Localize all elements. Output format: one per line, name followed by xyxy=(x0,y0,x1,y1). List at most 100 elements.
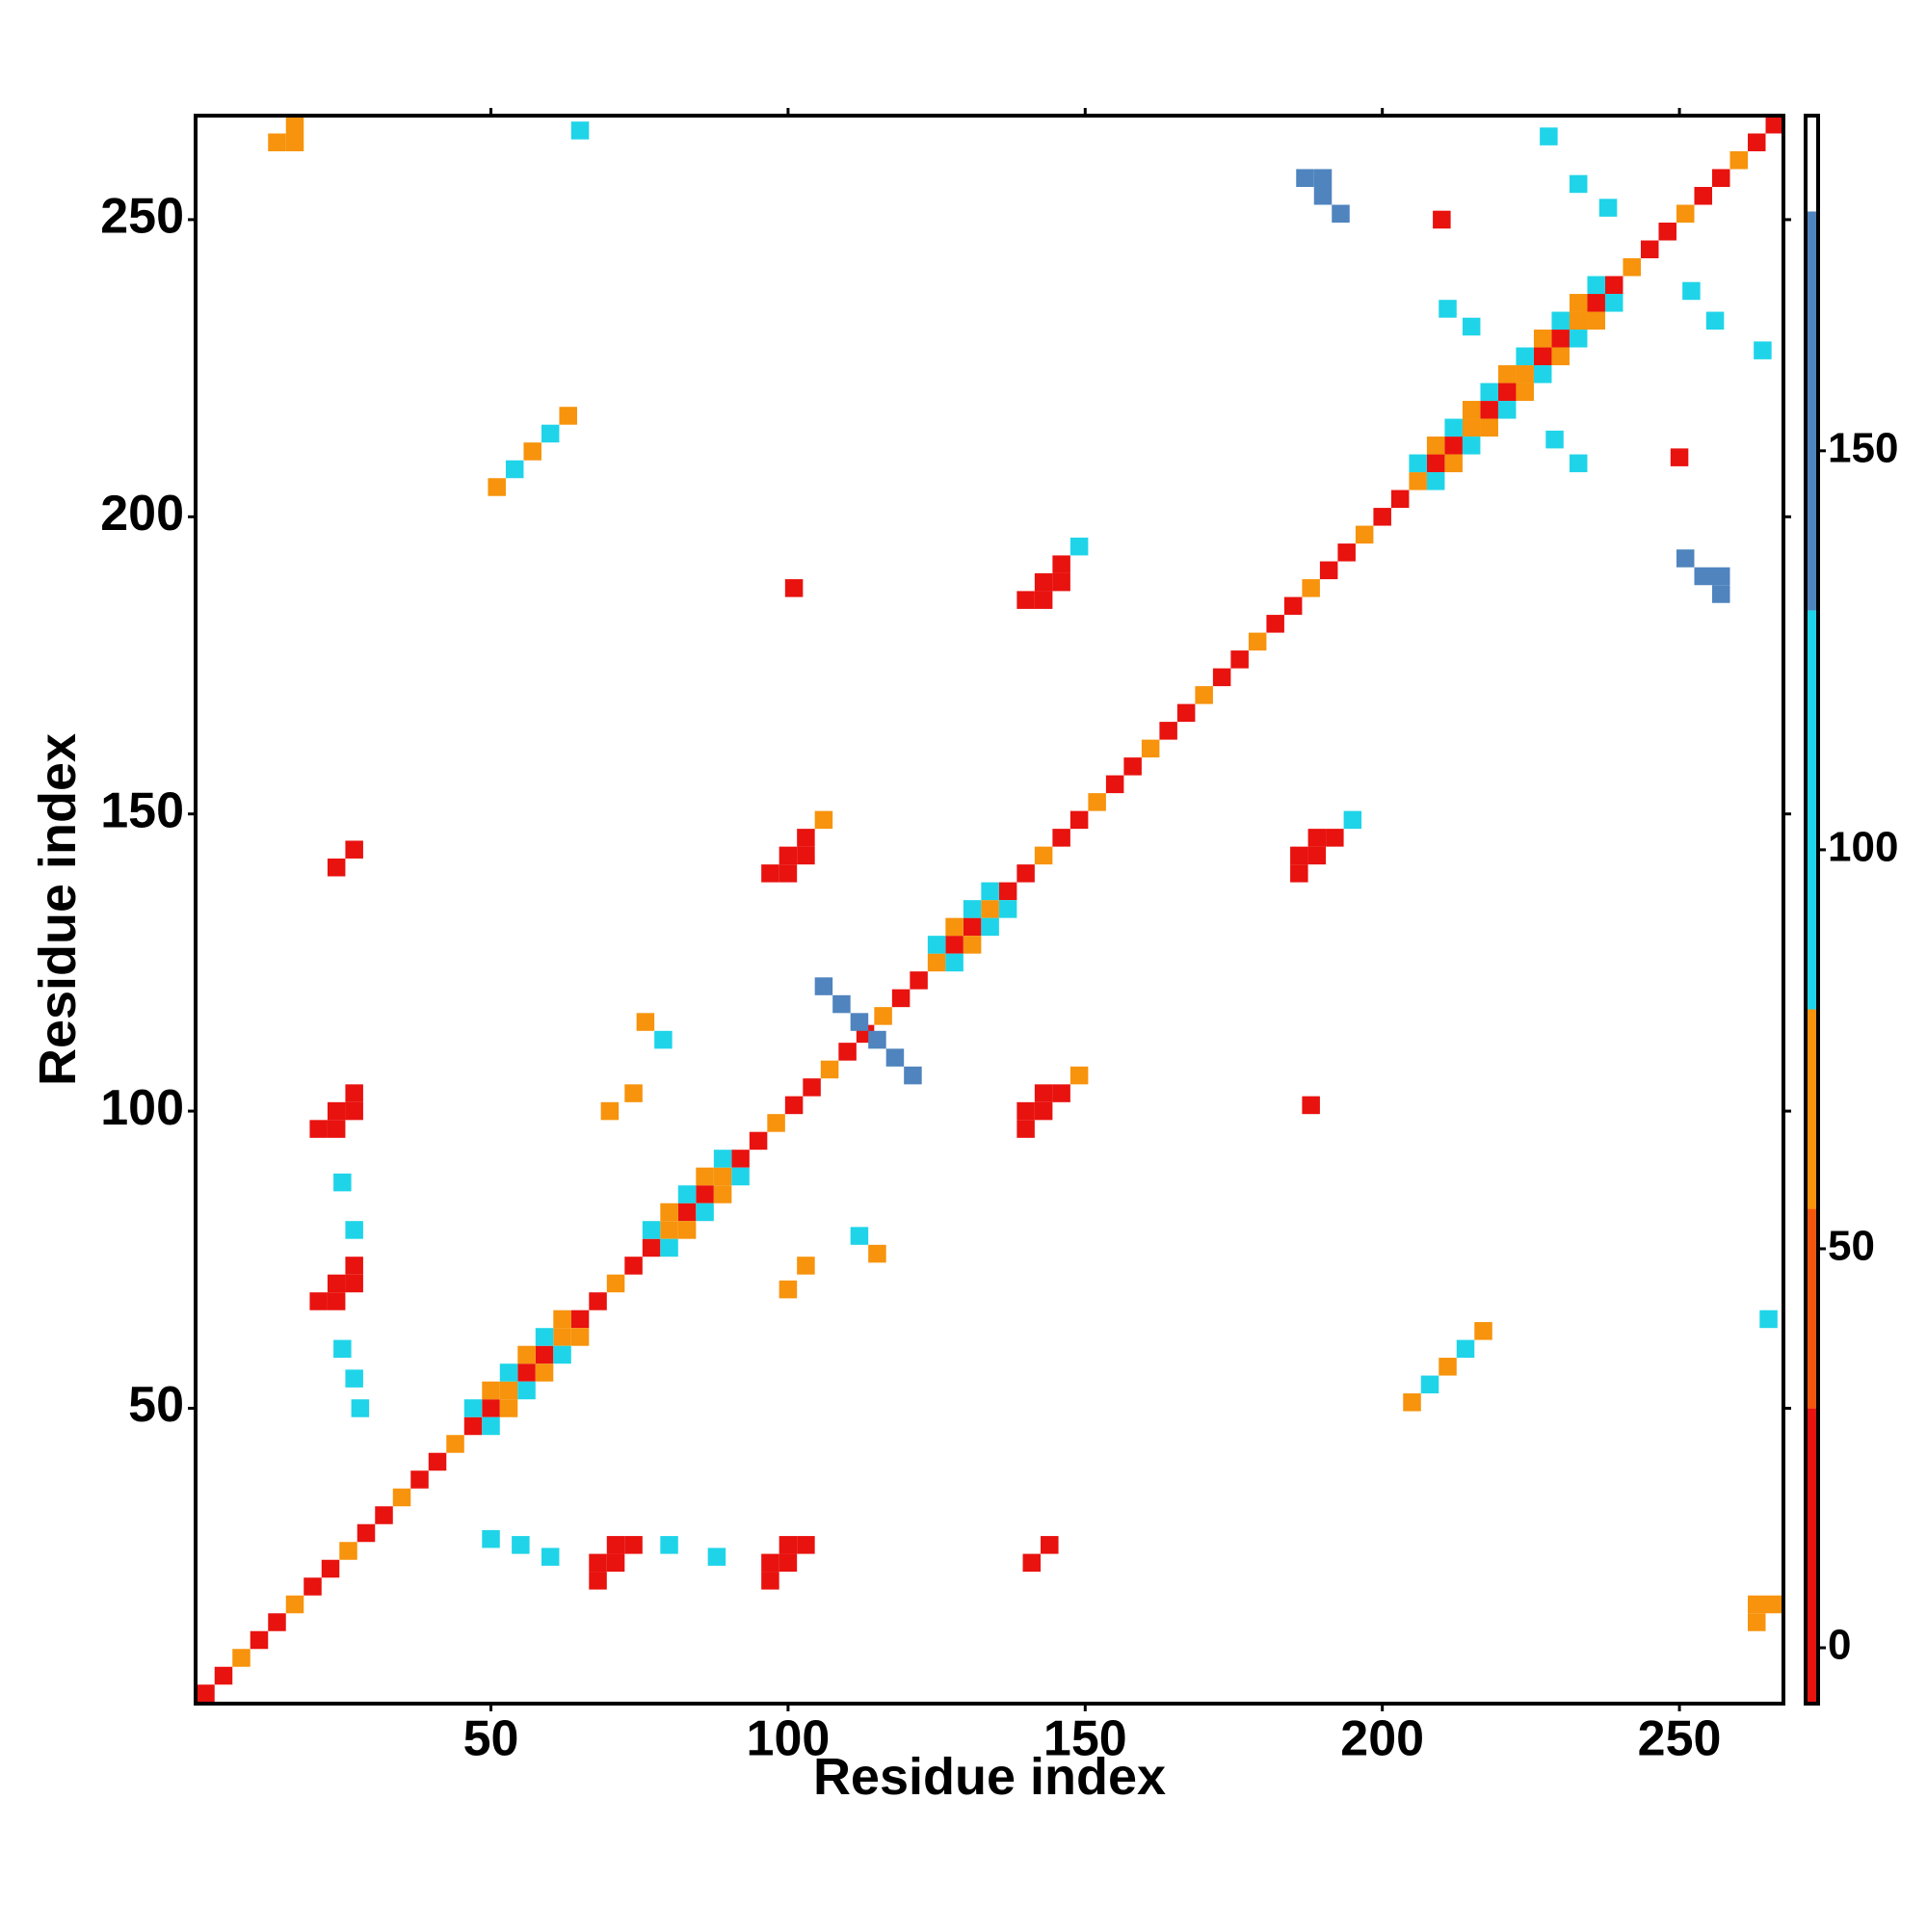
colorbar-tick-label: 0 xyxy=(1828,1622,1851,1669)
cell xyxy=(1069,537,1089,556)
cell xyxy=(945,917,964,937)
cell xyxy=(606,1536,625,1554)
cell xyxy=(1533,330,1552,348)
cell xyxy=(1516,347,1534,366)
cell xyxy=(1088,793,1106,811)
cell xyxy=(1313,169,1333,188)
cell xyxy=(1176,703,1196,723)
cell xyxy=(327,1120,346,1138)
cell xyxy=(1426,454,1445,473)
cell xyxy=(1444,437,1463,455)
cell xyxy=(814,977,833,995)
cell xyxy=(410,1470,429,1489)
cell xyxy=(904,1066,922,1085)
cell xyxy=(327,858,346,877)
cell xyxy=(535,1328,554,1346)
cell xyxy=(891,989,911,1008)
x-axis-title: Residue index xyxy=(813,1748,1166,1806)
cell xyxy=(589,1572,607,1590)
y-tick-label: 200 xyxy=(100,486,184,542)
cell xyxy=(1326,829,1344,847)
cell xyxy=(553,1328,571,1346)
cell xyxy=(1373,508,1391,526)
colorbar-frame xyxy=(1804,114,1820,1706)
cell xyxy=(268,133,286,152)
cell xyxy=(488,478,506,496)
cell xyxy=(660,1221,678,1239)
cell xyxy=(1480,383,1498,402)
colorbar-segment xyxy=(1806,1408,1818,1704)
cell xyxy=(784,579,804,597)
cell xyxy=(1022,1553,1042,1573)
cell xyxy=(214,1666,233,1685)
cell xyxy=(654,1030,673,1049)
cell xyxy=(600,1101,620,1121)
cell xyxy=(321,1559,340,1578)
cell xyxy=(1747,1595,1766,1614)
cell xyxy=(1159,722,1177,740)
cell xyxy=(731,1167,750,1186)
cell xyxy=(309,1292,328,1310)
cell xyxy=(1052,1084,1070,1102)
colorbar-segment xyxy=(1806,1009,1818,1209)
cell xyxy=(1420,1375,1439,1394)
cell xyxy=(1497,383,1517,402)
cell xyxy=(1705,311,1725,331)
plot-frame xyxy=(194,114,1785,1706)
cell xyxy=(1296,169,1314,188)
cell xyxy=(1569,454,1588,473)
cell xyxy=(1403,1393,1421,1412)
y-tick-label: 150 xyxy=(100,782,184,838)
cell xyxy=(1694,567,1712,586)
colorbar-segment xyxy=(1806,211,1818,611)
cell xyxy=(814,810,833,830)
cell xyxy=(570,1310,590,1329)
cell xyxy=(1516,383,1534,402)
cell xyxy=(779,846,798,865)
cell xyxy=(677,1221,697,1239)
cell xyxy=(1034,591,1053,609)
cell xyxy=(779,1536,798,1554)
cell xyxy=(1034,1084,1053,1102)
cell xyxy=(345,1221,363,1239)
cell xyxy=(1439,300,1457,318)
cell xyxy=(963,900,982,918)
cell xyxy=(761,1572,779,1590)
cell xyxy=(963,936,982,954)
cell xyxy=(1551,311,1570,331)
cell xyxy=(482,1381,500,1400)
cell xyxy=(606,1553,625,1573)
cell xyxy=(523,442,541,461)
colorbar-segment xyxy=(1806,610,1818,1010)
cell xyxy=(1052,555,1070,573)
cell xyxy=(927,953,946,972)
cell xyxy=(1540,127,1558,146)
cell xyxy=(1754,341,1772,359)
cell xyxy=(927,936,946,954)
cell xyxy=(327,1101,346,1121)
cell xyxy=(1670,448,1689,466)
cell xyxy=(285,116,304,134)
cell xyxy=(779,1280,798,1299)
cell xyxy=(820,1060,839,1079)
cell xyxy=(482,1399,500,1417)
cell xyxy=(624,1084,643,1102)
cell xyxy=(624,1536,643,1554)
cell xyxy=(541,1548,560,1566)
cell xyxy=(535,1345,554,1364)
cell xyxy=(1551,347,1570,366)
cell xyxy=(1332,204,1350,224)
cell xyxy=(1569,174,1588,194)
cell xyxy=(1069,810,1089,830)
y-tick-label: 250 xyxy=(100,189,184,245)
cell xyxy=(761,864,779,883)
cell xyxy=(1462,317,1481,336)
y-tick-label: 100 xyxy=(100,1080,184,1136)
cell xyxy=(1462,418,1481,437)
cell xyxy=(1545,430,1564,449)
colorbar-tick-label: 150 xyxy=(1828,424,1898,471)
cell xyxy=(1497,401,1517,419)
cell xyxy=(1551,330,1570,348)
cell xyxy=(499,1381,518,1400)
